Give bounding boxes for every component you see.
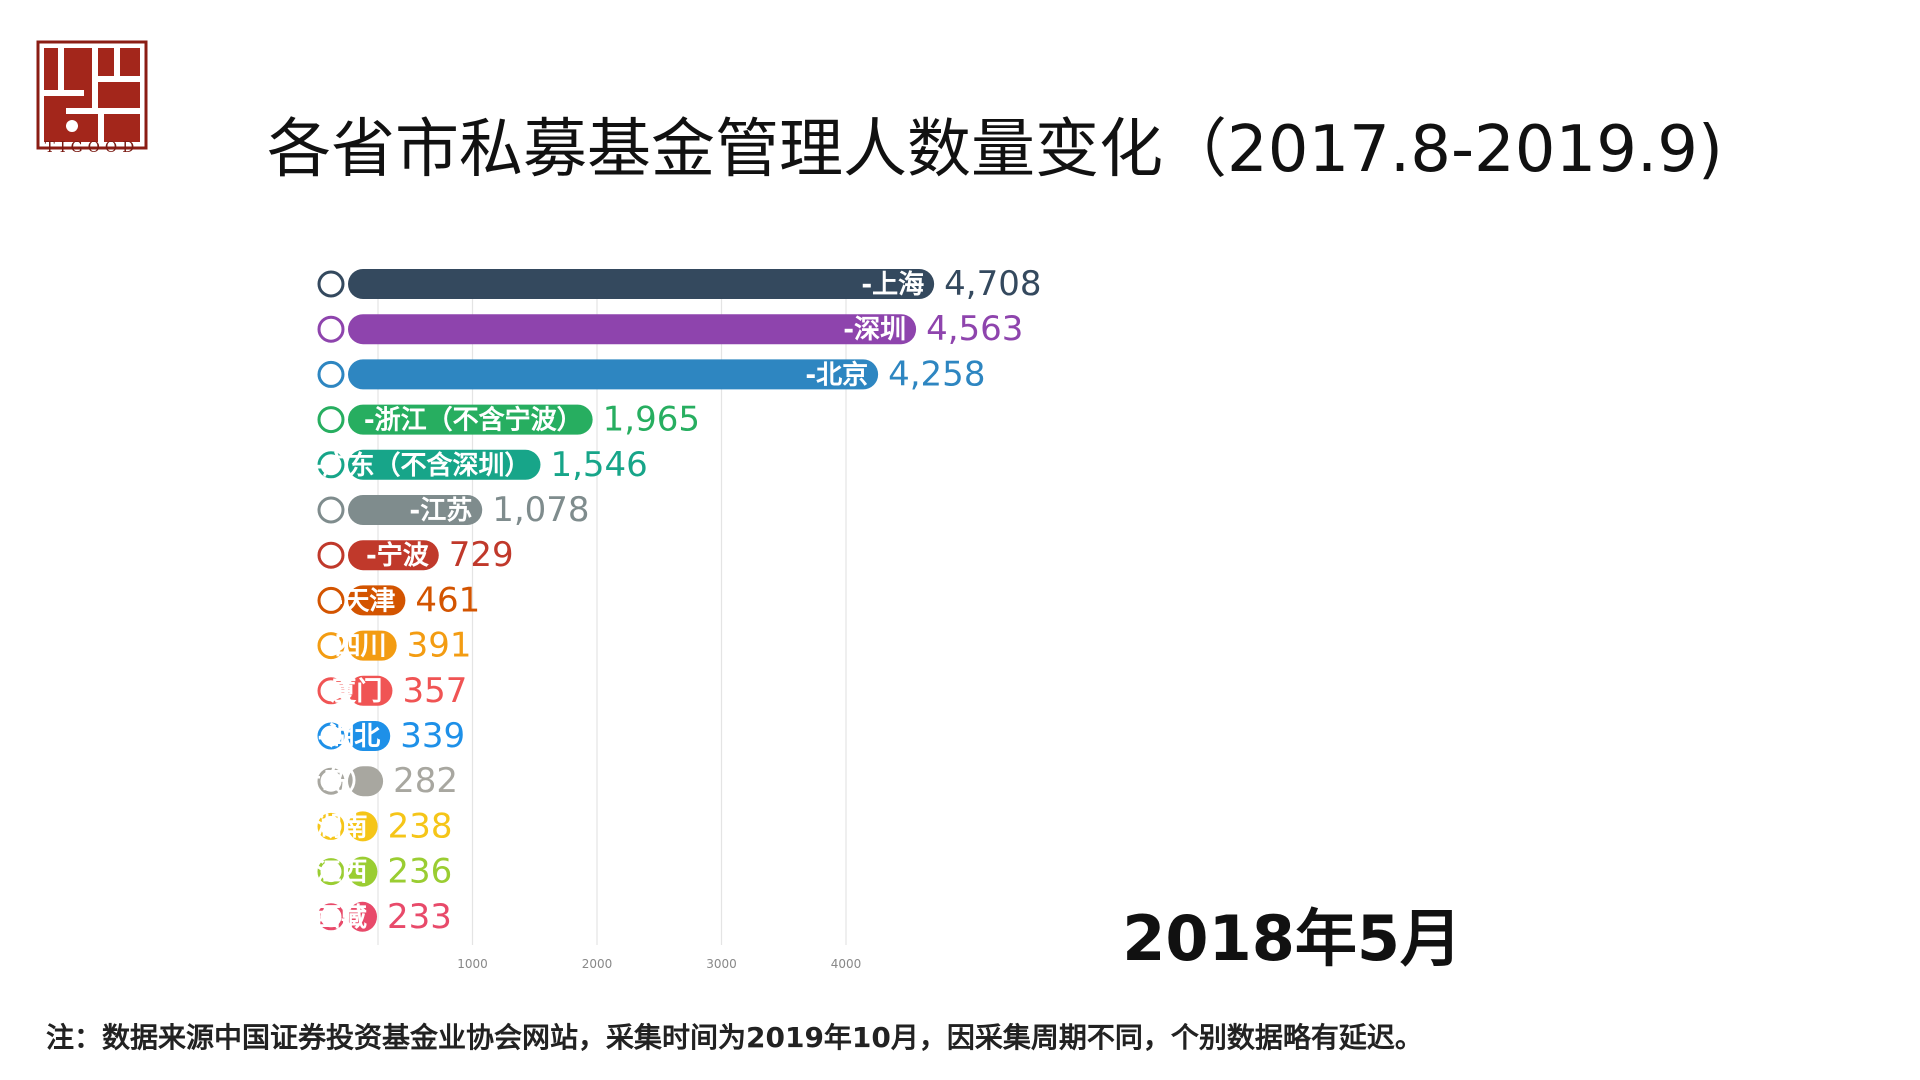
bar bbox=[348, 585, 406, 616]
bar-category-label: -广东（不含深圳） bbox=[312, 450, 531, 481]
bar-value-label: 4,563 bbox=[926, 309, 1023, 349]
bar-value-label: 1,546 bbox=[550, 445, 647, 485]
bar-category-label: -深圳 bbox=[843, 315, 906, 345]
bar-row: -湖北 339 bbox=[317, 716, 465, 756]
bar-value-label: 1,078 bbox=[492, 490, 589, 530]
bar-value-label: 1,965 bbox=[603, 400, 700, 440]
bar-row: -厦门 357 bbox=[317, 671, 467, 711]
bar-value-label: 357 bbox=[402, 671, 467, 711]
bar-row: -江苏 1,078 bbox=[317, 490, 590, 530]
x-tick-label: 1000 bbox=[457, 957, 488, 971]
bar bbox=[348, 766, 384, 797]
x-tick-label: 3000 bbox=[706, 957, 737, 971]
bar-category-label: -四川 bbox=[324, 632, 387, 662]
bar-marker-circle bbox=[317, 677, 345, 705]
bar-value-label: 461 bbox=[415, 580, 480, 620]
bar-marker-circle bbox=[317, 858, 345, 886]
bar-value-label: 233 bbox=[387, 897, 452, 937]
x-tick-label: 2000 bbox=[582, 957, 613, 971]
bar-category-label: -天津 bbox=[333, 586, 396, 616]
bar-row: -湖南 238 bbox=[305, 806, 453, 846]
bar-row: -西藏 233 bbox=[304, 897, 452, 937]
bar-row: -山东（不含青岛） 282 bbox=[154, 761, 458, 801]
bar-marker-circle bbox=[317, 632, 345, 660]
bar bbox=[348, 314, 917, 345]
bar-row: -上海 4,708 bbox=[317, 264, 1041, 304]
bar-category-label: -西藏 bbox=[304, 903, 367, 933]
bar-marker-circle bbox=[317, 315, 345, 343]
bar-value-label: 4,708 bbox=[944, 264, 1041, 304]
tick-layer: 1000 2000 3000 4000 bbox=[457, 957, 861, 971]
bar-category-label: -山东（不含青岛） bbox=[154, 766, 373, 797]
bar bbox=[348, 495, 483, 525]
bar-category-label: -浙江（不含宁波） bbox=[364, 405, 583, 436]
bar-category-label: -江西 bbox=[305, 858, 368, 888]
bar-row: -宁波 729 bbox=[317, 535, 514, 575]
bar-category-label: -厦门 bbox=[320, 677, 383, 707]
bar bbox=[348, 449, 541, 480]
page-title: 各省市私募基金管理人数量变化（2017.8-2019.9) bbox=[267, 113, 1723, 187]
bar-row: -浙江（不含宁波） 1,965 bbox=[317, 400, 700, 440]
bar-marker-circle bbox=[317, 270, 345, 298]
bar bbox=[348, 269, 935, 299]
bar-marker-circle bbox=[317, 903, 345, 931]
bar-row: -深圳 4,563 bbox=[317, 309, 1023, 349]
bar bbox=[348, 675, 393, 706]
footnote: 注：数据来源中国证券投资基金业协会网站，采集时间为2019年10月，因采集周期不… bbox=[46, 1021, 1423, 1054]
bar-category-label: -湖北 bbox=[317, 722, 380, 752]
bar bbox=[348, 856, 378, 887]
bar bbox=[348, 811, 378, 842]
bar-value-label: 238 bbox=[388, 806, 453, 846]
bar-layer: -上海 4,708 -深圳 4,563 -北京 4,258 -浙江（不含宁波） 1,965 -广… bbox=[154, 264, 1041, 937]
x-tick-label: 4000 bbox=[831, 957, 862, 971]
bar-marker-circle bbox=[317, 812, 345, 840]
bar-category-label: -宁波 bbox=[366, 540, 430, 571]
bar bbox=[348, 630, 397, 661]
logo-text: TIGOOD bbox=[44, 138, 140, 156]
bar bbox=[348, 404, 593, 435]
tigood-logo bbox=[36, 40, 148, 150]
bar-row: -广东（不含深圳） 1,546 bbox=[312, 445, 648, 485]
bar-row: -四川 391 bbox=[317, 626, 472, 666]
bar-value-label: 236 bbox=[387, 852, 452, 892]
bar bbox=[348, 721, 391, 751]
bar-category-label: -上海 bbox=[861, 270, 924, 300]
bar-value-label: 339 bbox=[400, 716, 465, 756]
bar-row: -江西 236 bbox=[305, 852, 453, 892]
bar-value-label: 4,258 bbox=[888, 354, 985, 394]
bar-marker-circle bbox=[317, 541, 345, 569]
bar-marker-circle bbox=[317, 406, 345, 434]
date-label: 2018年5月 bbox=[1122, 902, 1462, 975]
bar-marker-circle bbox=[317, 360, 345, 388]
bar-category-label: -北京 bbox=[805, 359, 868, 390]
bar-chart: -上海 4,708 -深圳 4,563 -北京 4,258 -浙江（不含宁波） 1,965 -广… bbox=[154, 264, 1042, 971]
bar-category-label: -湖南 bbox=[305, 812, 368, 842]
bar bbox=[348, 359, 879, 390]
bar-row: -北京 4,258 bbox=[317, 354, 985, 394]
bar-category-label: -江苏 bbox=[409, 496, 472, 526]
bar-marker-circle bbox=[317, 496, 345, 524]
bar-value-label: 391 bbox=[407, 626, 472, 666]
bar-marker-circle bbox=[317, 451, 345, 479]
bar-marker-circle bbox=[317, 767, 345, 795]
bar bbox=[348, 901, 378, 932]
bar-row: -天津 461 bbox=[317, 580, 480, 620]
bar-value-label: 282 bbox=[393, 761, 458, 801]
bar bbox=[348, 540, 439, 571]
bar-value-label: 729 bbox=[449, 535, 514, 575]
bar-marker-circle bbox=[317, 586, 345, 614]
bar-marker-circle bbox=[317, 722, 345, 750]
